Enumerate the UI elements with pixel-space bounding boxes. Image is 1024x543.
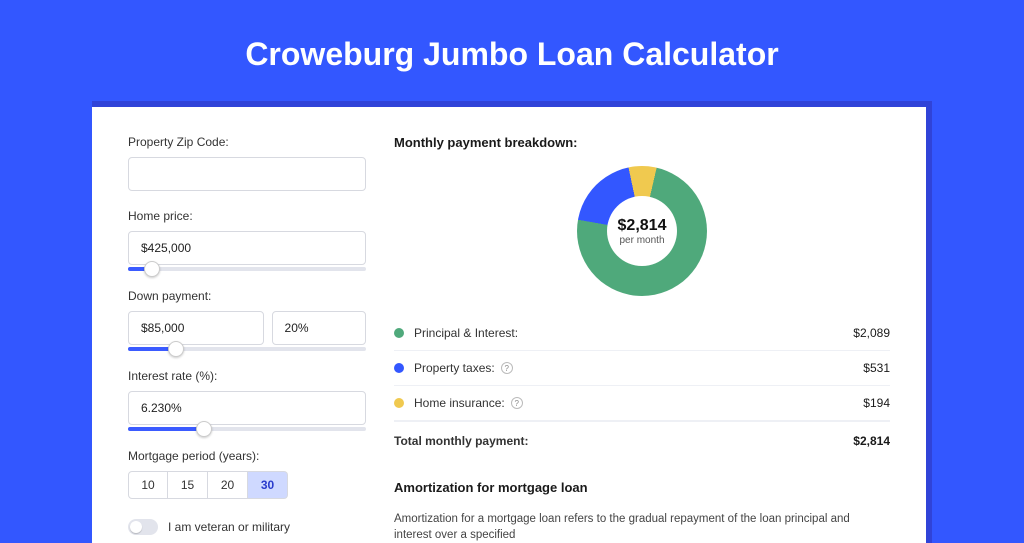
home-price-input[interactable] [128,231,366,265]
principal-dot [394,328,404,338]
donut-chart: $2,814 per month [577,166,707,296]
taxes-value: $531 [863,361,890,375]
info-icon[interactable]: ? [501,362,513,374]
period-button-15[interactable]: 15 [168,471,208,499]
interest-slider-thumb[interactable] [196,421,212,437]
home-price-label: Home price: [128,209,366,223]
inputs-column: Property Zip Code: Home price: Down paym… [128,135,366,543]
insurance-label: Home insurance: [414,396,505,410]
home-price-slider[interactable] [128,267,366,271]
veteran-toggle[interactable] [128,519,158,535]
down-payment-pct-input[interactable] [272,311,366,345]
page-title: Croweburg Jumbo Loan Calculator [0,0,1024,101]
down-payment-label: Down payment: [128,289,366,303]
info-icon[interactable]: ? [511,397,523,409]
breakdown-row-taxes: Property taxes:? $531 [394,351,890,386]
donut-amount: $2,814 [618,217,667,235]
taxes-label: Property taxes: [414,361,495,375]
breakdown-row-principal: Principal & Interest: $2,089 [394,316,890,351]
zip-input[interactable] [128,157,366,191]
insurance-value: $194 [863,396,890,410]
total-label: Total monthly payment: [394,434,528,448]
home-price-field-group: Home price: [128,209,366,271]
zip-label: Property Zip Code: [128,135,366,149]
amortization-text: Amortization for a mortgage loan refers … [394,511,890,543]
period-field-group: Mortgage period (years): 10152030 [128,449,366,499]
interest-slider[interactable] [128,427,366,431]
interest-input[interactable] [128,391,366,425]
total-value: $2,814 [853,434,890,448]
period-button-30[interactable]: 30 [248,471,288,499]
home-price-slider-thumb[interactable] [144,261,160,277]
breakdown-title: Monthly payment breakdown: [394,135,890,150]
insurance-dot [394,398,404,408]
interest-slider-fill [128,427,204,431]
calculator-panel: Property Zip Code: Home price: Down paym… [92,101,932,543]
principal-label: Principal & Interest: [414,326,518,340]
veteran-label: I am veteran or military [168,520,290,534]
interest-label: Interest rate (%): [128,369,366,383]
interest-field-group: Interest rate (%): [128,369,366,431]
period-button-10[interactable]: 10 [128,471,168,499]
donut-center: $2,814 per month [607,196,677,266]
principal-value: $2,089 [853,326,890,340]
down-payment-input[interactable] [128,311,264,345]
veteran-toggle-row: I am veteran or military [128,519,366,535]
period-button-group: 10152030 [128,471,366,499]
taxes-dot [394,363,404,373]
down-payment-slider[interactable] [128,347,366,351]
period-label: Mortgage period (years): [128,449,366,463]
breakdown-row-insurance: Home insurance:? $194 [394,386,890,421]
down-payment-field-group: Down payment: [128,289,366,351]
total-row: Total monthly payment: $2,814 [394,421,890,458]
donut-chart-wrap: $2,814 per month [394,166,890,296]
amortization-title: Amortization for mortgage loan [394,480,890,495]
period-button-20[interactable]: 20 [208,471,248,499]
down-payment-slider-thumb[interactable] [168,341,184,357]
breakdown-rows: Principal & Interest: $2,089 Property taxe… [394,316,890,421]
zip-field-group: Property Zip Code: [128,135,366,191]
donut-sub: per month [619,235,664,246]
breakdown-column: Monthly payment breakdown: $2,814 per mo… [394,135,890,543]
